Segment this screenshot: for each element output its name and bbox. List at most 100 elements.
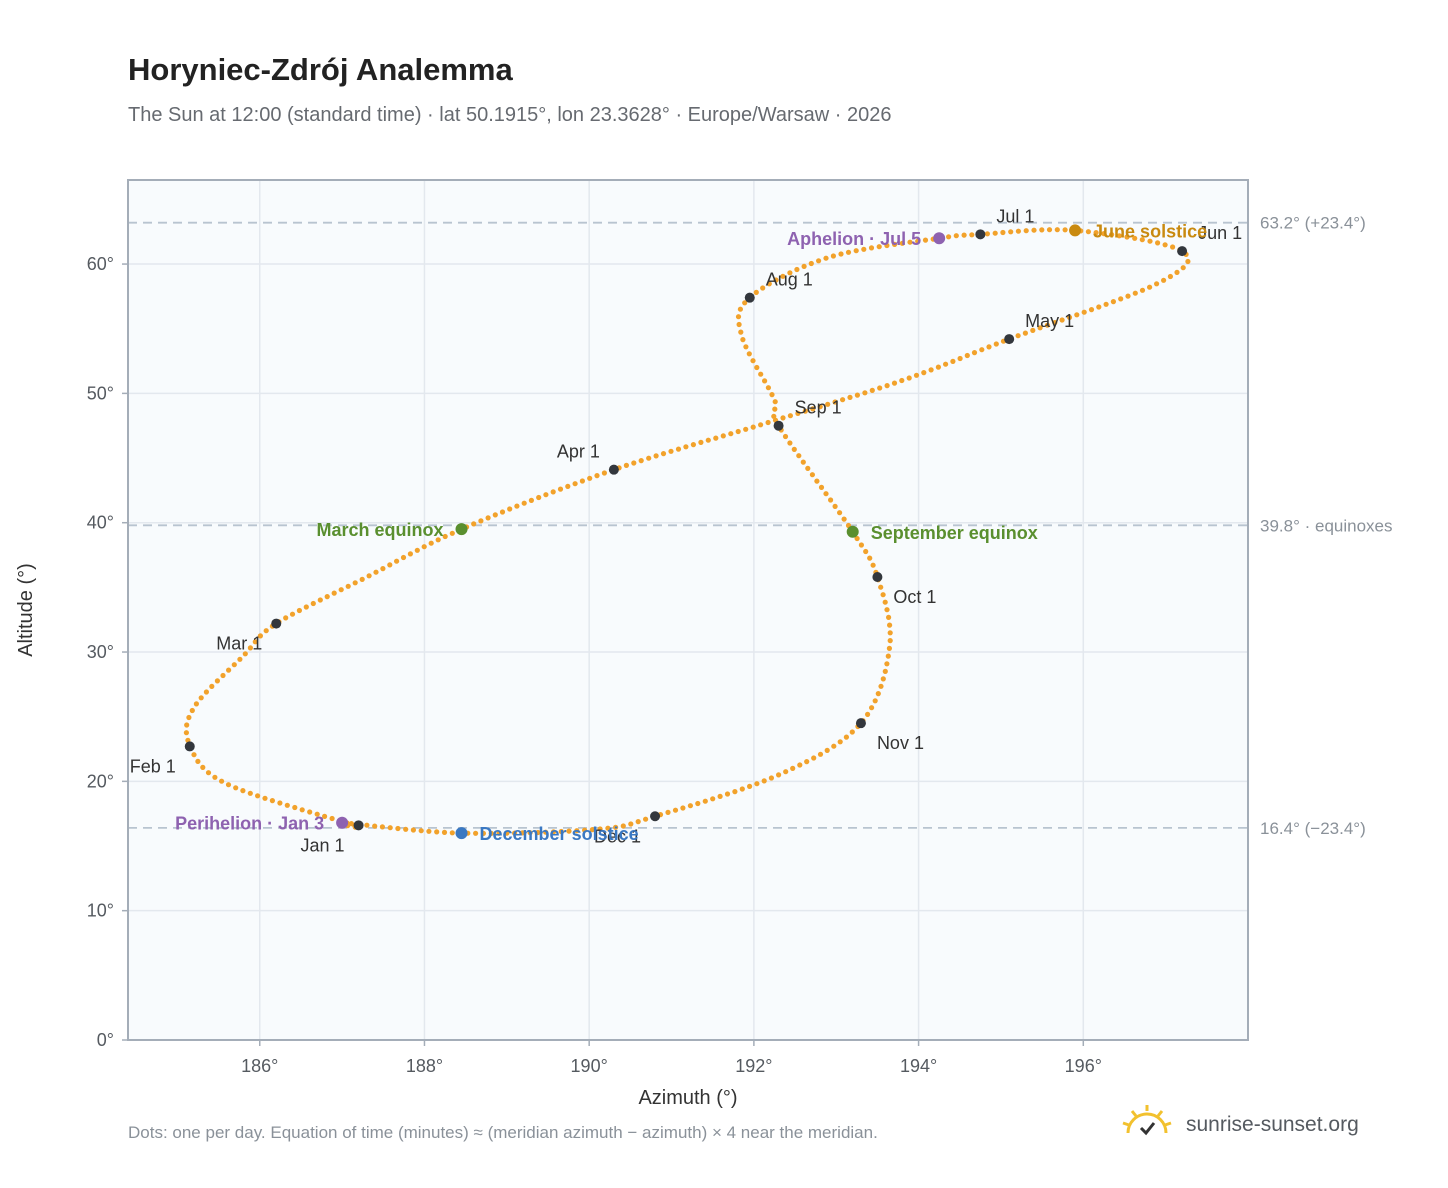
daily-sun-dot (536, 494, 542, 501)
daily-sun-dot (979, 347, 985, 353)
daily-sun-dot (765, 419, 771, 426)
daily-sun-dot (823, 255, 829, 261)
daily-sun-dot (1118, 296, 1124, 302)
daily-sun-dot (805, 465, 811, 471)
daily-sun-dot (400, 554, 407, 561)
daily-sun-dot (262, 795, 268, 801)
daily-sun-dot (646, 455, 652, 461)
plot-frame (127, 179, 1249, 1041)
daily-sun-dot (877, 385, 883, 391)
daily-sun-dot (558, 828, 564, 835)
daily-sun-dot (840, 397, 846, 403)
daily-sun-dot (986, 344, 992, 350)
daily-sun-dot (1154, 281, 1160, 287)
daily-sun-dot (485, 515, 491, 521)
daily-sun-dot (233, 785, 239, 791)
daily-sun-dot (884, 607, 890, 613)
daily-sun-dot (579, 478, 586, 484)
daily-sun-dot (993, 341, 999, 347)
daily-sun-dot (373, 569, 379, 575)
daily-sun-dot (628, 821, 634, 827)
daily-sun-dot (1081, 309, 1087, 315)
daily-sun-dot (1015, 228, 1022, 234)
daily-sun-dot (587, 475, 593, 481)
daily-sun-dot (492, 512, 498, 518)
month-marker (184, 741, 195, 752)
daily-sun-dot (809, 472, 816, 478)
daily-sun-dot (750, 424, 756, 430)
daily-sun-dot (1139, 237, 1145, 243)
month-label: Jul 1 (996, 206, 1034, 226)
daily-sun-dot (307, 809, 313, 815)
daily-sun-dot (511, 830, 518, 836)
daily-sun-dot (922, 237, 929, 243)
daily-sun-dot (1039, 227, 1045, 233)
daily-sun-dot (1085, 229, 1091, 235)
brand[interactable]: sunrise-sunset.org (1120, 1100, 1359, 1150)
daily-sun-dot (643, 816, 649, 822)
y-tick-label: 30° (87, 642, 114, 662)
daily-sun-dot (801, 263, 807, 269)
daily-sun-dot (473, 830, 479, 836)
daily-sun-dot (665, 809, 671, 816)
daily-sun-dot (735, 314, 742, 320)
event-label: June solstice (1093, 221, 1207, 241)
daily-sun-dot (582, 827, 588, 833)
daily-sun-dot (1139, 287, 1146, 293)
daily-sun-dot (943, 361, 949, 367)
daily-sun-dot (471, 521, 477, 527)
daily-sun-dot (203, 689, 209, 695)
daily-sun-dot (543, 492, 549, 498)
brand-name[interactable]: sunrise-sunset.org (1186, 1113, 1359, 1136)
daily-sun-dot (964, 352, 970, 359)
daily-sun-dot (407, 551, 413, 557)
daily-sun-dot (758, 422, 764, 428)
daily-sun-dot (441, 829, 448, 836)
daily-sun-dot (237, 656, 243, 662)
daily-sun-dot (841, 516, 847, 522)
daily-sun-dot (574, 828, 580, 834)
daily-sun-dot (1125, 293, 1131, 299)
daily-sun-dot (338, 587, 344, 593)
daily-sun-dot (348, 821, 354, 827)
daily-sun-dot (992, 230, 998, 236)
daily-sun-dot (1066, 314, 1073, 320)
daily-sun-dot (769, 392, 775, 398)
event-label: Perihelion · Jan 3 (175, 814, 324, 834)
daily-sun-dot (322, 813, 328, 820)
daily-sun-dot (372, 823, 378, 829)
daily-sun-dot (364, 822, 370, 828)
daily-sun-dot (247, 645, 253, 651)
x-tick-label: 192° (735, 1056, 772, 1076)
daily-sun-dot (849, 729, 855, 735)
daily-sun-dot (899, 240, 905, 246)
daily-sun-dot (449, 830, 455, 836)
daily-sun-dot (183, 730, 189, 736)
x-tick-label: 188° (406, 1056, 443, 1076)
daily-sun-dot (557, 486, 564, 492)
daily-sun-dot (698, 439, 704, 445)
daily-sun-dot (550, 489, 556, 495)
daily-sun-dot (797, 762, 803, 768)
daily-sun-dot (845, 249, 852, 255)
daily-sun-dot (1008, 229, 1014, 235)
daily-sun-dot (428, 540, 434, 546)
daily-sun-dot (862, 390, 868, 396)
daily-sun-dot (913, 372, 920, 378)
event-marker (455, 523, 468, 536)
month-marker (773, 420, 784, 431)
daily-sun-dot (1155, 240, 1161, 246)
daily-sun-dot (601, 470, 608, 476)
daily-sun-dot (935, 364, 942, 370)
daily-sun-dot (818, 484, 825, 490)
daily-sun-dot (804, 759, 810, 765)
event-label: December solstice (480, 824, 639, 844)
daily-sun-dot (589, 827, 596, 833)
event-marker (455, 827, 468, 840)
month-label: Jun 1 (1198, 223, 1242, 243)
daily-sun-dot (728, 431, 734, 437)
daily-sun-dot (252, 639, 258, 645)
daily-sun-dot (226, 667, 232, 673)
daily-sun-dot (1052, 320, 1058, 326)
